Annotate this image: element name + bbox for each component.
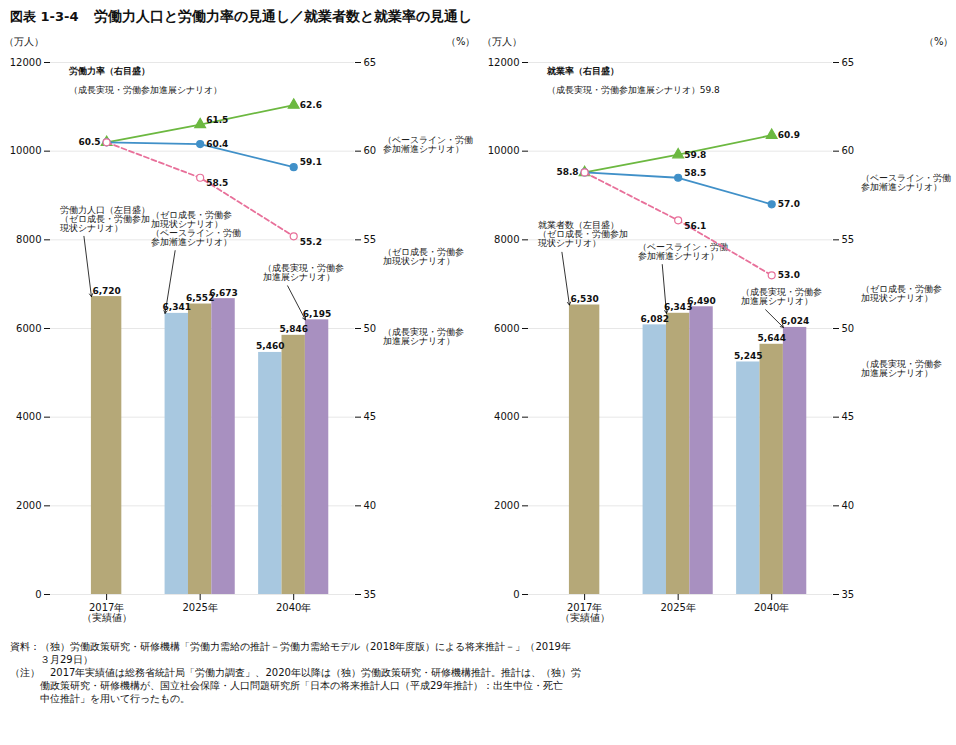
- svg-text:4000: 4000: [494, 411, 519, 422]
- svg-text:（ゼロ成長・労働参加現状シナリオ）（ベースライン・労働参加漸: （ゼロ成長・労働参加現状シナリオ）（ベースライン・労働参加漸進シナリオ）: [151, 210, 241, 247]
- svg-text:58.5: 58.5: [206, 178, 228, 188]
- svg-text:59.1: 59.1: [300, 157, 322, 167]
- svg-text:6,343: 6,343: [663, 302, 693, 313]
- svg-text:（ベースライン・労働参加漸進シナリオ）: （ベースライン・労働参加漸進シナリオ）: [638, 242, 728, 261]
- svg-text:6,490: 6,490: [687, 296, 715, 306]
- svg-text:65: 65: [364, 57, 377, 68]
- svg-text:2040年: 2040年: [276, 602, 311, 613]
- svg-text:5,644: 5,644: [757, 333, 785, 343]
- svg-text:（ゼロ成長・労働参加現状シナリオ）: （ゼロ成長・労働参加現状シナリオ）: [861, 284, 942, 303]
- svg-text:6,673: 6,673: [209, 288, 237, 298]
- svg-text:（成長実現・労働参加進展シナリオ）: （成長実現・労働参加進展シナリオ）: [69, 85, 222, 95]
- html-text:図表 1-3-4: 図表 1-3-4: [10, 9, 79, 24]
- svg-text:（成長実現・労働参加進展シナリオ）: （成長実現・労働参加進展シナリオ）: [263, 263, 344, 282]
- svg-text:就業率（右目盛）: 就業率（右目盛）: [546, 66, 619, 76]
- svg-text:5,460: 5,460: [256, 341, 284, 351]
- html-text:資料：（独）労働政策研究・研修機構「労働力需給の推計－労働力: 資料：（独）労働政策研究・研修機構「労働力需給の推計－労働力需給モデル（2018…: [10, 641, 571, 652]
- svg-text:6,341: 6,341: [162, 302, 191, 313]
- svg-text:6,082: 6,082: [641, 314, 669, 324]
- svg-text:就業者数（左目盛）（ゼロ成長・労働参加現状シナリオ）: 就業者数（左目盛）（ゼロ成長・労働参加現状シナリオ）: [538, 220, 628, 248]
- svg-text:（成長実現・労働参加進展シナリオ）: （成長実現・労働参加進展シナリオ）: [741, 287, 822, 306]
- svg-text:6,552: 6,552: [185, 293, 215, 303]
- svg-text:6000: 6000: [16, 323, 41, 334]
- svg-text:労働力人口（左目盛）（ゼロ成長・労働参加現状シナリオ）: 労働力人口（左目盛）（ゼロ成長・労働参加現状シナリオ）: [60, 205, 150, 233]
- svg-text:（成長実現・労働参加進展シナリオ）: （成長実現・労働参加進展シナリオ）: [383, 327, 464, 346]
- svg-text:2000: 2000: [494, 500, 519, 511]
- svg-text:（ゼロ成長・労働参加現状シナリオ）: （ゼロ成長・労働参加現状シナリオ）: [383, 247, 464, 266]
- svg-text:6,195: 6,195: [303, 309, 331, 319]
- svg-text:0: 0: [35, 589, 41, 600]
- svg-text:2025年: 2025年: [660, 602, 695, 613]
- svg-text:（万人）: （万人）: [4, 36, 44, 47]
- svg-text:55: 55: [364, 234, 377, 245]
- svg-text:61.5: 61.5: [206, 115, 228, 125]
- svg-text:2025年: 2025年: [182, 602, 217, 613]
- svg-text:56.1: 56.1: [684, 221, 706, 231]
- svg-text:5,245: 5,245: [734, 351, 762, 361]
- html-text:労働力人口と労働力率の見通し／就業者数と就業率の見通し: 労働力人口と労働力率の見通し／就業者数と就業率の見通し: [94, 8, 473, 24]
- svg-text:35: 35: [364, 589, 377, 600]
- svg-text:60.5: 60.5: [78, 137, 100, 147]
- svg-text:57.0: 57.0: [778, 199, 800, 209]
- svg-text:（ベースライン・労働参加漸進シナリオ）: （ベースライン・労働参加漸進シナリオ）: [861, 173, 951, 192]
- html-text:働政策研究・研修機構が、国立社会保障・人口問題研究所「日本の: 働政策研究・研修機構が、国立社会保障・人口問題研究所「日本の将来推計人口（平成2…: [10, 680, 563, 691]
- svg-text:62.6: 62.6: [300, 100, 322, 110]
- svg-text:6,530: 6,530: [570, 294, 598, 304]
- svg-text:（%）: （%）: [924, 36, 954, 47]
- svg-text:60.9: 60.9: [778, 130, 800, 140]
- svg-text:2040年: 2040年: [754, 602, 789, 613]
- html-text:（注） 2017年実績値は総務省統計局「労働力調査」、202: （注） 2017年実績値は総務省統計局「労働力調査」、2020年以降は（独）労働…: [10, 667, 581, 678]
- svg-text:6,720: 6,720: [92, 286, 120, 296]
- svg-text:60: 60: [364, 145, 377, 156]
- svg-text:（万人）: （万人）: [482, 36, 522, 47]
- html-text:中位推計」を用いて行ったもの。: 中位推計」を用いて行ったもの。: [10, 693, 190, 704]
- svg-text:2000: 2000: [16, 500, 41, 511]
- svg-text:65: 65: [842, 57, 855, 68]
- svg-text:（成長実現・労働参加進展シナリオ）59.8: （成長実現・労働参加進展シナリオ）59.8: [547, 85, 720, 95]
- svg-text:45: 45: [842, 411, 855, 422]
- svg-text:8000: 8000: [494, 234, 519, 245]
- svg-text:55.2: 55.2: [300, 237, 322, 247]
- svg-text:50: 50: [842, 323, 855, 334]
- svg-text:35: 35: [842, 589, 855, 600]
- svg-text:40: 40: [842, 500, 855, 511]
- svg-text:45: 45: [364, 411, 377, 422]
- svg-text:59.8: 59.8: [684, 150, 706, 160]
- svg-text:12000: 12000: [488, 57, 520, 68]
- svg-text:6000: 6000: [494, 323, 519, 334]
- svg-text:5,846: 5,846: [279, 324, 307, 334]
- svg-text:4000: 4000: [16, 411, 41, 422]
- svg-text:55: 55: [842, 234, 855, 245]
- svg-text:8000: 8000: [16, 234, 41, 245]
- svg-text:40: 40: [364, 500, 377, 511]
- svg-text:6,024: 6,024: [781, 316, 809, 326]
- svg-text:10000: 10000: [488, 145, 520, 156]
- html-text:３月29日）: ３月29日）: [10, 654, 93, 665]
- svg-text:50: 50: [364, 323, 377, 334]
- svg-text:58.5: 58.5: [684, 168, 706, 178]
- svg-text:58.8: 58.8: [556, 167, 578, 177]
- svg-text:（ベースライン・労働参加漸進シナリオ）: （ベースライン・労働参加漸進シナリオ）: [383, 135, 473, 154]
- svg-text:53.0: 53.0: [778, 270, 800, 280]
- svg-text:0: 0: [513, 589, 519, 600]
- svg-text:2017年（実績値）: 2017年（実績値）: [560, 602, 610, 623]
- svg-text:（成長実現・労働参加進展シナリオ）: （成長実現・労働参加進展シナリオ）: [861, 359, 942, 378]
- svg-text:10000: 10000: [10, 145, 42, 156]
- svg-text:60.4: 60.4: [206, 139, 228, 149]
- svg-text:2017年（実績値）: 2017年（実績値）: [82, 602, 132, 623]
- svg-text:（%）: （%）: [446, 36, 476, 47]
- svg-text:60: 60: [842, 145, 855, 156]
- svg-text:労働力率（右目盛）: 労働力率（右目盛）: [69, 66, 150, 76]
- svg-text:12000: 12000: [10, 57, 42, 68]
